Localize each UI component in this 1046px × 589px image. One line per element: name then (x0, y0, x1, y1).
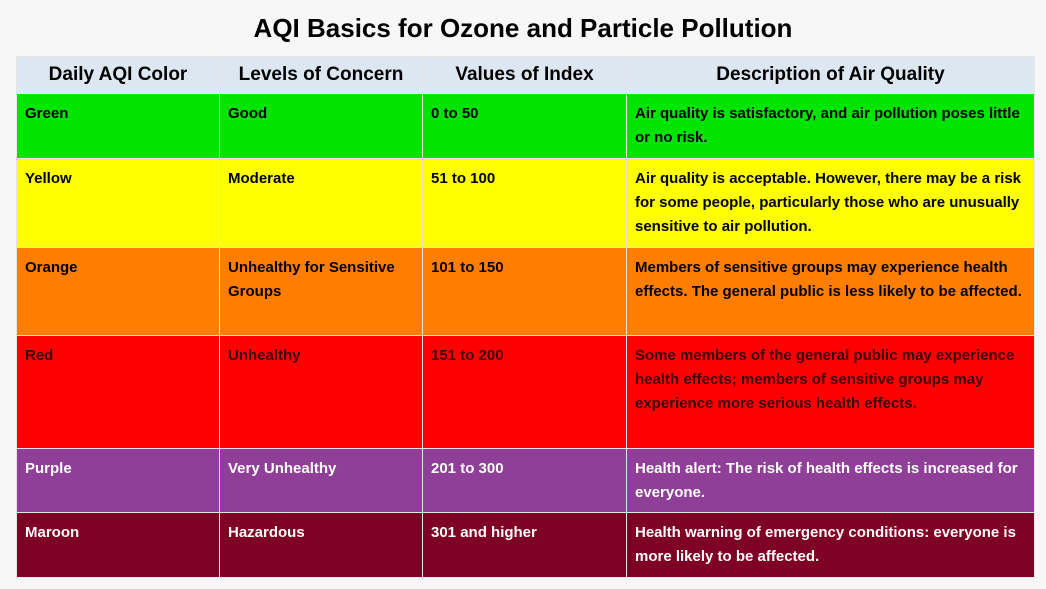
header-cell: Daily AQI Color (16, 56, 220, 94)
table-cell: 151 to 200 (422, 335, 627, 449)
header-row: Daily AQI Color Levels of Concern Values o… (16, 56, 1035, 94)
aqi-table: Daily AQI Color Levels of Concern Values o… (16, 56, 1035, 578)
table-cell: Unhealthy for Sensitive Groups (219, 247, 423, 336)
table-cell: Good (219, 93, 423, 159)
table-row: Green Good 0 to 50 Air quality is satisfact… (16, 93, 1035, 159)
table-row: Yellow Moderate 51 to 100 Air quality is ac… (16, 158, 1035, 248)
table-cell: Air quality is acceptable. However, ther… (626, 158, 1035, 248)
table-row: Maroon Hazardous 301 and higher Health warn… (16, 512, 1035, 578)
table-row: Red Unhealthy 151 to 200 Some members of th… (16, 335, 1035, 449)
table-cell: Health alert: The risk of health effects… (626, 448, 1035, 513)
table-cell: Orange (16, 247, 220, 336)
header-cell: Levels of Concern (219, 56, 423, 94)
header-cell: Description of Air Quality (626, 56, 1035, 94)
table-cell: Moderate (219, 158, 423, 248)
table-cell: Unhealthy (219, 335, 423, 449)
table-row: Purple Very Unhealthy 201 to 300 Health ale… (16, 448, 1035, 513)
table-cell: Red (16, 335, 220, 449)
table-cell: Health warning of emergency conditions: … (626, 512, 1035, 578)
table-head: Daily AQI Color Levels of Concern Values o… (16, 56, 1035, 94)
header-cell: Values of Index (422, 56, 627, 94)
table-cell: Very Unhealthy (219, 448, 423, 513)
table-cell: 201 to 300 (422, 448, 627, 513)
table-cell: Hazardous (219, 512, 423, 578)
table-cell: Yellow (16, 158, 220, 248)
table-cell: Green (16, 93, 220, 159)
table-cell: 51 to 100 (422, 158, 627, 248)
title: AQI Basics for Ozone and Particle Pollut… (253, 13, 793, 43)
table-row: Orange Unhealthy for Sensitive Groups 101 … (16, 247, 1035, 336)
table-cell: Maroon (16, 512, 220, 578)
table-cell: Members of sensitive groups may experien… (626, 247, 1035, 336)
table-cell: 101 to 150 (422, 247, 627, 336)
table-cell: Air quality is satisfactory, and air pol… (626, 93, 1035, 159)
table-body: Green Good 0 to 50 Air quality is satisfact… (16, 93, 1035, 578)
table-cell: 0 to 50 (422, 93, 627, 159)
table-cell: Purple (16, 448, 220, 513)
table-cell: Some members of the general public may e… (626, 335, 1035, 449)
table-cell: 301 and higher (422, 512, 627, 578)
